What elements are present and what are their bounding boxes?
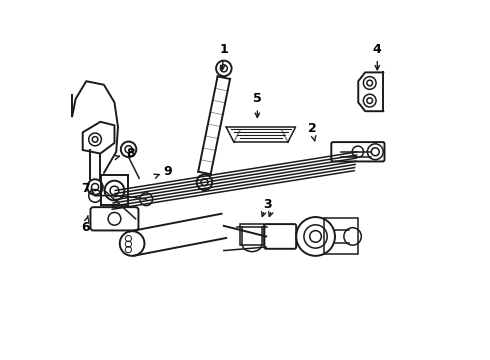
Text: 5: 5 [253, 93, 262, 117]
Text: 4: 4 [373, 43, 382, 70]
Text: 8: 8 [114, 147, 135, 160]
Text: 7: 7 [81, 182, 94, 195]
Text: 6: 6 [81, 216, 90, 234]
Text: 2: 2 [308, 122, 317, 141]
Text: 3: 3 [264, 198, 272, 211]
Text: 1: 1 [220, 43, 228, 70]
Text: 9: 9 [154, 165, 172, 178]
